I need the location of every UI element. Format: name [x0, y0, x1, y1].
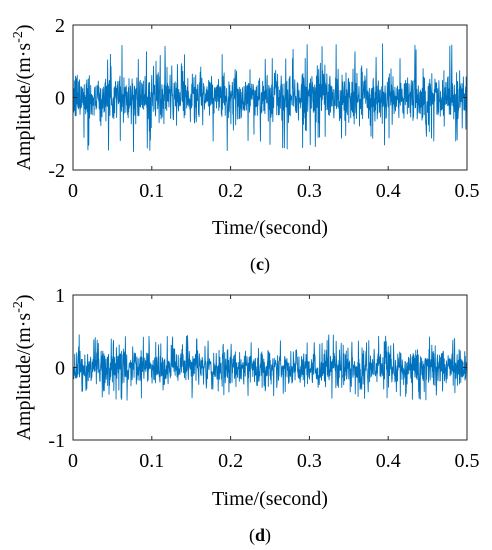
- signal-trace: [72, 334, 468, 401]
- panel-caption: (d): [249, 525, 271, 546]
- x-tick-label: 0.5: [455, 450, 480, 472]
- x-tick-label: 0.1: [139, 180, 164, 202]
- y-tick-label: 0: [55, 88, 65, 110]
- x-tick-label: 0.1: [139, 450, 164, 472]
- x-axis-label: Time/(second): [212, 217, 328, 239]
- y-tick-label: 0: [55, 358, 65, 380]
- x-tick-label: 0.3: [297, 180, 322, 202]
- x-tick-label: 0.3: [297, 450, 322, 472]
- y-axis-label: Amplitude/(m·s-2): [11, 24, 35, 170]
- chart-panel-d: 0 0.1 0.2 0.3 0.4 0.5-101Time/(second)Amplitu…: [11, 285, 480, 546]
- x-tick-label: 0: [68, 450, 78, 472]
- x-tick-label: 0.4: [376, 450, 401, 472]
- signal-trace: [72, 43, 468, 153]
- y-axis-label: Amplitude/(m·s-2): [11, 294, 35, 440]
- x-tick-label: 0.4: [376, 180, 401, 202]
- y-tick-label: 1: [55, 285, 65, 307]
- panel-caption: (c): [250, 254, 270, 275]
- x-axis-label: Time/(second): [212, 488, 328, 510]
- x-tick-label: 0.2: [218, 450, 243, 472]
- y-tick-label: -1: [48, 430, 65, 452]
- x-tick-label: 0.5: [455, 180, 480, 202]
- x-tick-label: 0.2: [218, 180, 243, 202]
- y-tick-label: -2: [48, 160, 65, 182]
- chart-panel-c: 0 0.1 0.2 0.3 0.4 0.5-202Time/(second)Amplitu…: [11, 15, 480, 275]
- x-tick-label: 0: [68, 180, 78, 202]
- y-tick-label: 2: [55, 15, 65, 37]
